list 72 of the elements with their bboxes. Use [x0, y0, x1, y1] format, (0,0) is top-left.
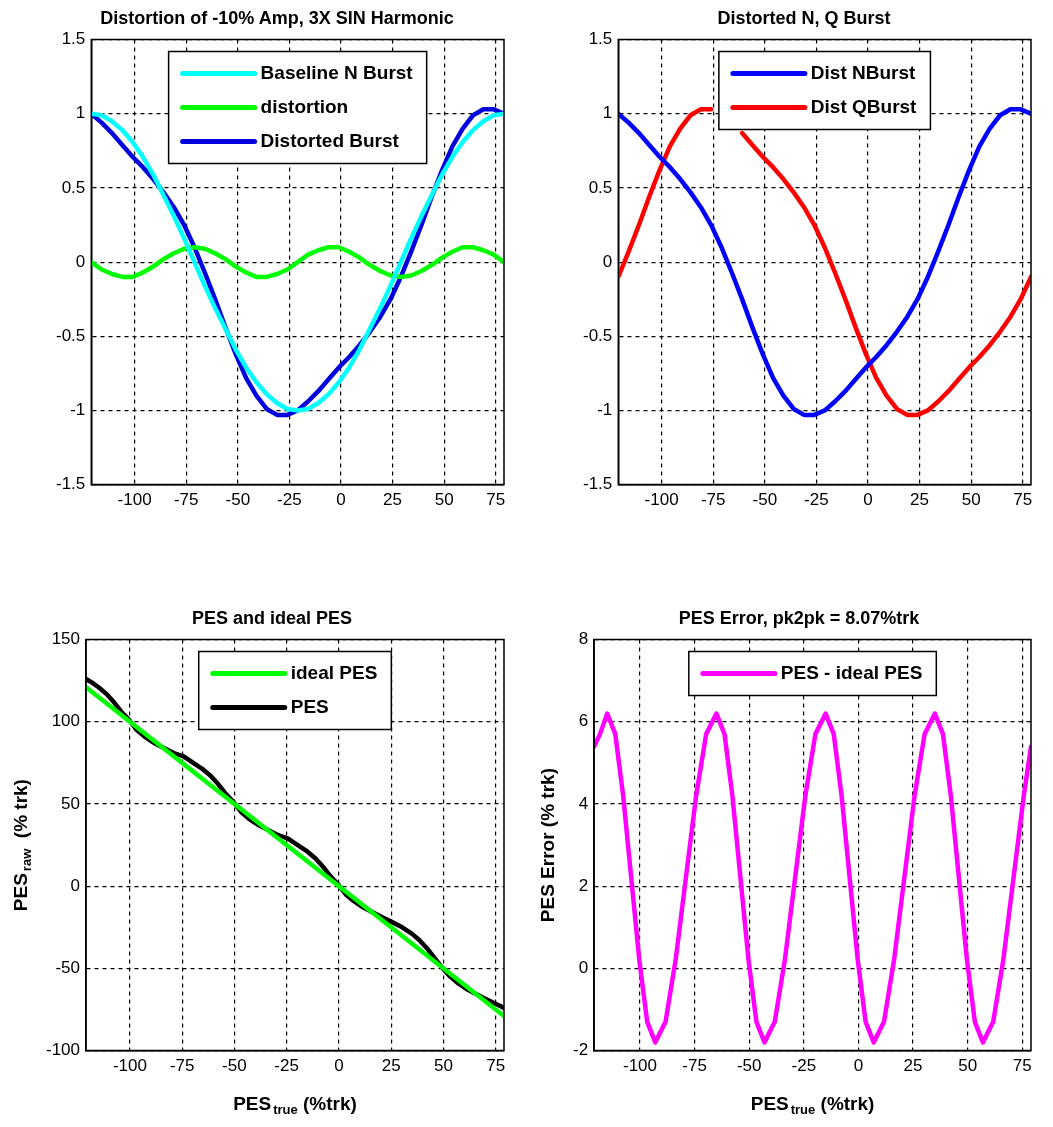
y-tick-label: 6	[578, 711, 589, 731]
legend-label: Distorted Burst	[260, 129, 400, 151]
x-tick-label: 0	[334, 1056, 344, 1076]
x-tick-label: -75	[700, 490, 726, 510]
x-tick-label: 25	[910, 490, 930, 510]
y-tick-label: 8	[578, 629, 589, 649]
y-tick-label: -1.5	[583, 474, 613, 494]
x-tick-label: -50	[736, 1056, 762, 1076]
y-tick-label: 0.5	[588, 177, 613, 197]
chart-title: Distortion of -10% Amp, 3X SIN Harmonic	[100, 7, 454, 28]
x-tick-label: 75	[1012, 1056, 1032, 1076]
y-tick-label: 1.5	[61, 29, 86, 49]
y-tick-label: 0	[75, 251, 86, 271]
x-tick-label: -50	[752, 490, 778, 510]
x-tick-label: 50	[434, 490, 454, 510]
x-tick-label: -75	[682, 1056, 707, 1076]
legend-label: distortion	[260, 95, 349, 117]
chart-title: Distorted N, Q Burst	[717, 7, 891, 28]
x-tick-label: -75	[173, 490, 199, 510]
x-tick-label: -25	[791, 1056, 817, 1076]
x-tick-label: -50	[225, 490, 251, 510]
x-tick-label: 50	[958, 1056, 978, 1076]
y-tick-label: -1	[70, 400, 86, 420]
x-tick-label: -25	[277, 490, 302, 510]
legend-label: PES - ideal PES	[780, 661, 923, 683]
x-tick-label: 75	[486, 490, 506, 510]
y-tick-label: 1	[602, 103, 613, 123]
x-tick-label: -100	[117, 490, 152, 510]
x-tick-label: 0	[853, 1056, 864, 1076]
legend-label: Dist NBurst	[810, 61, 917, 83]
legend-label: PES	[290, 695, 329, 717]
x-tick-label: 75	[1013, 490, 1033, 510]
y-tick-label: -100	[45, 1040, 81, 1060]
y-tick-label: -50	[55, 958, 81, 978]
x-tick-label: -100	[112, 1056, 147, 1076]
x-tick-label: -25	[804, 490, 829, 510]
x-tick-label: -100	[644, 490, 679, 510]
y-tick-label: -2	[572, 1040, 589, 1060]
x-tick-label: 25	[381, 1056, 401, 1076]
x-tick-label: -100	[622, 1056, 657, 1076]
y-tick-label: -1	[597, 400, 613, 420]
y-tick-label: -0.5	[56, 325, 86, 345]
y-tick-label: 1	[75, 103, 86, 123]
y-tick-label: 100	[51, 711, 81, 731]
x-tick-label: 50	[433, 1056, 453, 1076]
y-tick-label: 0	[602, 251, 613, 271]
x-tick-label: -25	[274, 1056, 299, 1076]
x-tick-label: 0	[336, 490, 346, 510]
y-tick-label: 2	[578, 875, 589, 895]
y-axis-title: PESraw (% trk)	[10, 779, 35, 912]
x-tick-label: 0	[863, 490, 873, 510]
y-tick-label: 4	[578, 793, 589, 813]
x-tick-label: -50	[222, 1056, 247, 1076]
legend-label: Baseline N Burst	[260, 61, 414, 83]
x-tick-label: -75	[169, 1056, 195, 1076]
legend-label: ideal PES	[290, 661, 378, 683]
x-tick-label: 25	[383, 490, 403, 510]
y-tick-label: 150	[51, 629, 81, 649]
y-axis-title: PES Error (% trk)	[537, 768, 559, 923]
y-tick-label: -1.5	[56, 474, 86, 494]
y-tick-label: 1.5	[588, 29, 613, 49]
x-tick-label: 50	[961, 490, 981, 510]
x-tick-label: 75	[486, 1056, 506, 1076]
y-tick-label: 0.5	[61, 177, 86, 197]
y-tick-label: 0	[578, 958, 589, 978]
y-tick-label: 0	[70, 875, 81, 895]
y-tick-label: -0.5	[583, 325, 613, 345]
legend-label: Dist QBurst	[810, 95, 918, 117]
chart-title: PES and ideal PES	[191, 607, 353, 628]
chart-title: PES Error, pk2pk = 8.07%trk	[678, 607, 921, 628]
x-tick-label: 25	[903, 1056, 923, 1076]
y-tick-label: 50	[61, 793, 81, 813]
